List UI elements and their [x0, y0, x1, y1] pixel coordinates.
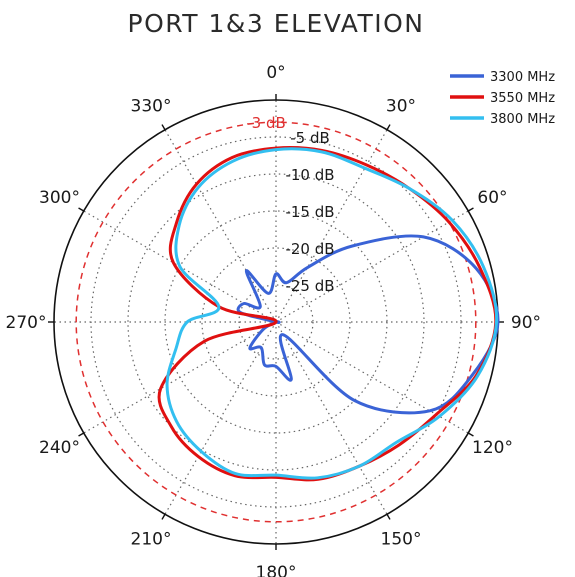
boundary-tick [386, 124, 391, 131]
grid-spoke [164, 321, 277, 515]
series-line-3300-mhz [236, 234, 500, 415]
radial-tick-label: -15 dB [285, 203, 334, 221]
angle-label: 240° [39, 438, 80, 458]
boundary-tick [78, 207, 85, 212]
angle-label: 210° [131, 530, 172, 550]
angle-label: 330° [131, 97, 172, 117]
angle-label: 90° [511, 313, 541, 333]
angle-label: 150° [381, 530, 422, 550]
series-line-3800-mhz [165, 147, 499, 480]
grid-ring [127, 173, 425, 471]
angle-label: 120° [472, 438, 513, 458]
radial-tick-label: -20 dB [285, 240, 334, 258]
angle-label: 0° [266, 63, 285, 83]
grid-spoke [275, 321, 388, 515]
boundary-tick [467, 432, 474, 437]
series-group [157, 146, 500, 482]
grid-spoke [164, 129, 277, 323]
angle-labels: 0° 30° 60° 90° 120° 150° 180° 210° 240° 270° 300° 3… [6, 63, 542, 577]
grid-spoke [83, 321, 277, 434]
radial-tick-label: -5 dB [290, 129, 330, 147]
legend: 3300 MHz 3550 MHz 3800 MHz [450, 70, 555, 127]
reference-circle-label: -3 dB [246, 114, 286, 132]
reference-circle [75, 121, 477, 523]
angle-label: 30° [386, 97, 416, 117]
angle-label: 60° [477, 188, 507, 208]
angle-label: 180° [256, 563, 297, 577]
boundary-tick [78, 432, 85, 437]
boundary-tick [161, 513, 166, 520]
chart-title: PORT 1&3 ELEVATION [128, 9, 425, 38]
reference-circle-group: -3 dB [75, 114, 477, 523]
radial-tick-label: -25 dB [285, 277, 334, 295]
boundary-tick [161, 124, 166, 131]
grid-ring [238, 284, 314, 360]
radial-tick-labels: -5 dB -10 dB -15 dB -20 dB -25 dB [285, 129, 334, 295]
grid-spoke [275, 210, 469, 323]
legend-label: 3550 MHz [490, 91, 555, 106]
angle-label: 300° [39, 188, 80, 208]
boundary-tick [386, 513, 391, 520]
boundary-tick [467, 207, 474, 212]
radial-tick-label: -10 dB [285, 166, 334, 184]
angle-label: 270° [6, 313, 47, 333]
series-line-3550-mhz [157, 146, 498, 482]
grid-spoke [275, 129, 388, 323]
legend-label: 3800 MHz [490, 112, 555, 127]
legend-label: 3300 MHz [490, 70, 555, 85]
grid-ring [201, 247, 351, 397]
